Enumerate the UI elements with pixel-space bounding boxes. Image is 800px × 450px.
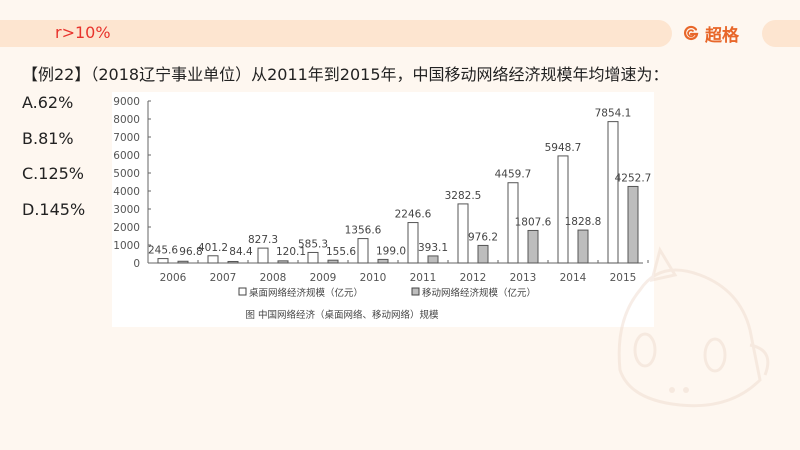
y-tick-label: 3000 [113, 204, 140, 216]
data-label: 393.1 [418, 242, 448, 254]
desktop-bar [307, 251, 319, 264]
x-tick-label: 2009 [310, 272, 337, 284]
data-label: 1356.6 [345, 225, 382, 237]
mobile-bar [277, 260, 289, 264]
mascot-unicorn-icon [617, 246, 770, 408]
option-b[interactable]: B.81% [22, 128, 74, 148]
hint-bar [0, 20, 672, 47]
x-tick-label: 2014 [560, 272, 587, 284]
x-tick-label: 2008 [260, 272, 287, 284]
desktop-bar [457, 203, 469, 264]
mobile-bar [527, 229, 539, 264]
desktop-bar [207, 255, 219, 264]
brand-name: 超格 [705, 25, 739, 46]
question-text: 【例22】（2018辽宁事业单位）从2011年到2015年，中国移动网络经济规模… [22, 65, 669, 84]
y-tick-label: 2000 [113, 222, 140, 234]
x-tick-label: 2013 [510, 272, 537, 284]
brand-g-icon [684, 25, 699, 41]
data-label: 4252.7 [615, 172, 652, 184]
data-label: 827.3 [248, 234, 278, 246]
x-tick-label: 2010 [360, 272, 387, 284]
y-tick-label: 0 [133, 258, 140, 270]
y-tick-label: 4000 [113, 186, 140, 198]
data-label: 84.4 [229, 246, 253, 258]
option-c[interactable]: C.125% [22, 164, 84, 183]
data-label: 7854.1 [595, 108, 632, 120]
right-decor-pill [762, 20, 800, 47]
y-tick-label: 5000 [113, 168, 140, 180]
mobile-bar [627, 185, 639, 264]
mobile-bar [477, 244, 489, 264]
data-label: 96.8 [179, 246, 202, 258]
desktop-bar [607, 121, 619, 264]
desktop-bar [507, 182, 519, 264]
data-label: 401.2 [198, 242, 228, 254]
x-tick-label: 2011 [410, 272, 437, 284]
answer-options: A.62% B.81% C.125% D.145% [22, 92, 85, 234]
desktop-bar [257, 247, 269, 264]
hint-text: r>10% [55, 23, 111, 42]
data-label: 585.3 [298, 238, 328, 250]
desktop-bar [557, 155, 569, 264]
data-label: 1807.6 [515, 216, 552, 228]
mobile-bar [377, 258, 389, 264]
legend-swatch-desktop [238, 287, 247, 296]
x-tick-label: 2015 [610, 272, 637, 284]
y-tick-label: 8000 [113, 114, 140, 126]
legend-label-desktop: 桌面网络经济规模（亿元） [249, 287, 363, 299]
mobile-bar [227, 260, 239, 264]
option-a[interactable]: A.62% [22, 93, 74, 112]
x-tick-label: 2006 [160, 272, 187, 284]
data-label: 245.6 [148, 245, 178, 257]
data-label: 1828.8 [565, 216, 602, 228]
data-label: 5948.7 [545, 142, 582, 154]
y-tick-label: 1000 [113, 240, 140, 252]
desktop-bar [407, 222, 419, 264]
data-label: 2246.6 [395, 209, 432, 221]
y-tick-label: 7000 [113, 132, 140, 144]
x-tick-label: 2007 [210, 272, 237, 284]
desktop-bar [157, 258, 169, 264]
data-label: 3282.5 [445, 190, 482, 202]
desktop-bar [357, 238, 369, 264]
data-label: 976.2 [468, 231, 498, 243]
mobile-bar [427, 255, 439, 264]
y-tick-label: 6000 [113, 150, 140, 162]
data-label: 4459.7 [495, 169, 532, 181]
bar-chart: 0 1000 2000 3000 4000 5000 6000 7000 8000 9000 200… [113, 96, 652, 321]
data-label: 199.0 [376, 245, 406, 257]
brand-logo: 超格 [683, 21, 739, 46]
x-tick-label: 2012 [460, 272, 487, 284]
mobile-bar [327, 259, 339, 264]
legend-swatch-mobile [411, 287, 420, 296]
y-tick-label: 9000 [113, 96, 140, 108]
data-label: 155.6 [326, 246, 356, 258]
mobile-bar [177, 260, 189, 264]
mobile-bar [577, 229, 589, 264]
chart-caption: 图 中国网络经济（桌面网络、移动网络）规模 [245, 309, 439, 321]
legend-label-mobile: 移动网络经济规模（亿元） [422, 287, 536, 299]
chart-image: 0 1000 2000 3000 4000 5000 6000 7000 8000 9000 200… [112, 92, 654, 327]
option-d[interactable]: D.145% [22, 199, 86, 219]
data-label: 120.1 [276, 246, 306, 258]
